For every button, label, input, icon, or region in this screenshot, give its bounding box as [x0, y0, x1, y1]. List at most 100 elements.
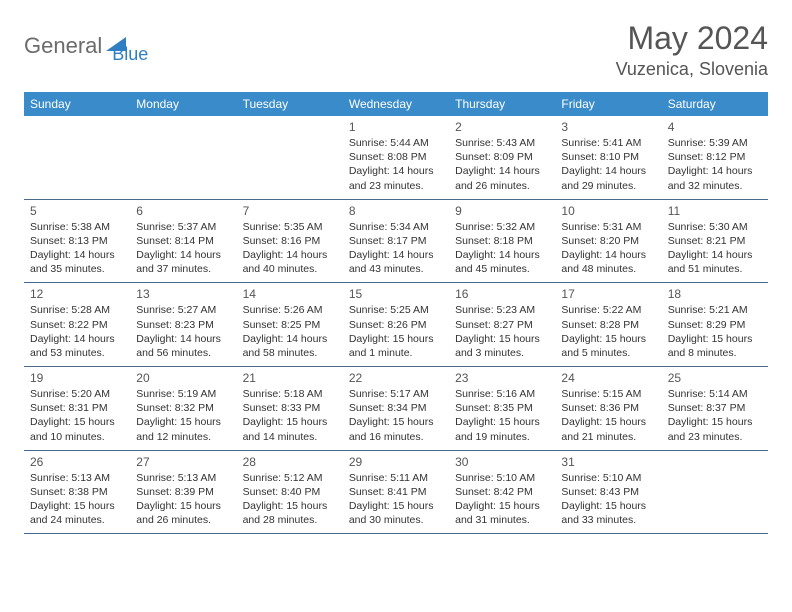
day-details: Sunrise: 5:37 AMSunset: 8:14 PMDaylight:…	[136, 220, 230, 277]
day-line-ss: Sunset: 8:21 PM	[668, 234, 762, 248]
day-line-d1: Daylight: 14 hours	[243, 332, 337, 346]
day-line-d2: and 48 minutes.	[561, 262, 655, 276]
day-line-sr: Sunrise: 5:34 AM	[349, 220, 443, 234]
day-details: Sunrise: 5:34 AMSunset: 8:17 PMDaylight:…	[349, 220, 443, 277]
day-line-sr: Sunrise: 5:20 AM	[30, 387, 124, 401]
day-line-d2: and 12 minutes.	[136, 430, 230, 444]
calendar-cell: 2 Sunrise: 5:43 AMSunset: 8:09 PMDaylight…	[449, 116, 555, 199]
day-details: Sunrise: 5:13 AMSunset: 8:38 PMDaylight:…	[30, 471, 124, 528]
day-details: Sunrise: 5:12 AMSunset: 8:40 PMDaylight:…	[243, 471, 337, 528]
day-details: Sunrise: 5:30 AMSunset: 8:21 PMDaylight:…	[668, 220, 762, 277]
day-number: 7	[243, 204, 337, 218]
day-line-sr: Sunrise: 5:14 AM	[668, 387, 762, 401]
day-details: Sunrise: 5:27 AMSunset: 8:23 PMDaylight:…	[136, 303, 230, 360]
day-number: 5	[30, 204, 124, 218]
calendar-cell: 7 Sunrise: 5:35 AMSunset: 8:16 PMDaylight…	[237, 199, 343, 283]
day-line-d1: Daylight: 14 hours	[455, 164, 549, 178]
day-line-sr: Sunrise: 5:39 AM	[668, 136, 762, 150]
day-details: Sunrise: 5:17 AMSunset: 8:34 PMDaylight:…	[349, 387, 443, 444]
day-line-ss: Sunset: 8:16 PM	[243, 234, 337, 248]
day-line-d1: Daylight: 15 hours	[561, 332, 655, 346]
day-number: 19	[30, 371, 124, 385]
day-number: 18	[668, 287, 762, 301]
day-details: Sunrise: 5:20 AMSunset: 8:31 PMDaylight:…	[30, 387, 124, 444]
day-line-d2: and 43 minutes.	[349, 262, 443, 276]
calendar-cell: 3Sunrise: 5:41 AMSunset: 8:10 PMDaylight…	[555, 116, 661, 199]
calendar-cell: 17Sunrise: 5:22 AMSunset: 8:28 PMDayligh…	[555, 283, 661, 367]
day-line-sr: Sunrise: 5:17 AM	[349, 387, 443, 401]
calendar-head: Sunday Monday Tuesday Wednesday Thursday…	[24, 92, 768, 116]
calendar-cell: 8Sunrise: 5:34 AMSunset: 8:17 PMDaylight…	[343, 199, 449, 283]
day-line-ss: Sunset: 8:42 PM	[455, 485, 549, 499]
day-line-ss: Sunset: 8:14 PM	[136, 234, 230, 248]
day-line-ss: Sunset: 8:31 PM	[30, 401, 124, 415]
day-details: Sunrise: 5:16 AMSunset: 8:35 PMDaylight:…	[455, 387, 549, 444]
day-line-ss: Sunset: 8:22 PM	[30, 318, 124, 332]
day-number: 22	[349, 371, 443, 385]
calendar-table: Sunday Monday Tuesday Wednesday Thursday…	[24, 92, 768, 534]
day-line-ss: Sunset: 8:35 PM	[455, 401, 549, 415]
day-line-ss: Sunset: 8:29 PM	[668, 318, 762, 332]
day-line-d1: Daylight: 14 hours	[136, 332, 230, 346]
day-line-ss: Sunset: 8:17 PM	[349, 234, 443, 248]
day-line-ss: Sunset: 8:25 PM	[243, 318, 337, 332]
day-line-sr: Sunrise: 5:10 AM	[561, 471, 655, 485]
calendar-cell	[130, 116, 236, 199]
day-line-d2: and 31 minutes.	[455, 513, 549, 527]
day-line-d2: and 1 minute.	[349, 346, 443, 360]
day-line-sr: Sunrise: 5:32 AM	[455, 220, 549, 234]
day-line-d1: Daylight: 14 hours	[30, 332, 124, 346]
day-line-sr: Sunrise: 5:18 AM	[243, 387, 337, 401]
day-details: Sunrise: 5:38 AMSunset: 8:13 PMDaylight:…	[30, 220, 124, 277]
day-line-d1: Daylight: 14 hours	[349, 248, 443, 262]
day-line-d2: and 26 minutes.	[455, 179, 549, 193]
day-line-d1: Daylight: 14 hours	[349, 164, 443, 178]
day-line-d1: Daylight: 15 hours	[349, 499, 443, 513]
day-details: Sunrise: 5:18 AMSunset: 8:33 PMDaylight:…	[243, 387, 337, 444]
day-line-d1: Daylight: 14 hours	[561, 248, 655, 262]
calendar-cell: 24Sunrise: 5:15 AMSunset: 8:36 PMDayligh…	[555, 367, 661, 451]
day-line-ss: Sunset: 8:32 PM	[136, 401, 230, 415]
day-line-d2: and 28 minutes.	[243, 513, 337, 527]
day-number: 12	[30, 287, 124, 301]
day-details: Sunrise: 5:19 AMSunset: 8:32 PMDaylight:…	[136, 387, 230, 444]
weekday-header: Sunday	[24, 92, 130, 116]
day-details: Sunrise: 5:35 AMSunset: 8:16 PMDaylight:…	[243, 220, 337, 277]
day-line-d2: and 23 minutes.	[349, 179, 443, 193]
day-line-sr: Sunrise: 5:30 AM	[668, 220, 762, 234]
day-details: Sunrise: 5:43 AMSunset: 8:09 PMDaylight:…	[455, 136, 549, 193]
day-line-d2: and 53 minutes.	[30, 346, 124, 360]
day-line-d1: Daylight: 15 hours	[561, 415, 655, 429]
day-number: 23	[455, 371, 549, 385]
day-line-sr: Sunrise: 5:38 AM	[30, 220, 124, 234]
day-details: Sunrise: 5:10 AMSunset: 8:43 PMDaylight:…	[561, 471, 655, 528]
day-line-sr: Sunrise: 5:35 AM	[243, 220, 337, 234]
calendar-cell: 28Sunrise: 5:12 AMSunset: 8:40 PMDayligh…	[237, 450, 343, 534]
day-number: 20	[136, 371, 230, 385]
calendar-cell	[237, 116, 343, 199]
day-line-sr: Sunrise: 5:37 AM	[136, 220, 230, 234]
day-line-d2: and 21 minutes.	[561, 430, 655, 444]
day-number: 11	[668, 204, 762, 218]
day-line-d1: Daylight: 15 hours	[349, 332, 443, 346]
title-block: May 2024 Vuzenica, Slovenia	[616, 20, 768, 80]
day-line-d2: and 16 minutes.	[349, 430, 443, 444]
day-details: Sunrise: 5:15 AMSunset: 8:36 PMDaylight:…	[561, 387, 655, 444]
day-line-sr: Sunrise: 5:13 AM	[30, 471, 124, 485]
day-line-d2: and 29 minutes.	[561, 179, 655, 193]
day-details: Sunrise: 5:10 AMSunset: 8:42 PMDaylight:…	[455, 471, 549, 528]
day-line-d2: and 33 minutes.	[561, 513, 655, 527]
calendar-cell: 15Sunrise: 5:25 AMSunset: 8:26 PMDayligh…	[343, 283, 449, 367]
day-line-sr: Sunrise: 5:44 AM	[349, 136, 443, 150]
day-details: Sunrise: 5:28 AMSunset: 8:22 PMDaylight:…	[30, 303, 124, 360]
day-line-sr: Sunrise: 5:12 AM	[243, 471, 337, 485]
day-line-ss: Sunset: 8:41 PM	[349, 485, 443, 499]
day-line-d1: Daylight: 15 hours	[136, 499, 230, 513]
day-number: 2	[455, 120, 549, 134]
day-line-sr: Sunrise: 5:23 AM	[455, 303, 549, 317]
day-line-sr: Sunrise: 5:11 AM	[349, 471, 443, 485]
day-line-ss: Sunset: 8:26 PM	[349, 318, 443, 332]
day-number: 30	[455, 455, 549, 469]
day-number: 31	[561, 455, 655, 469]
day-line-ss: Sunset: 8:09 PM	[455, 150, 549, 164]
